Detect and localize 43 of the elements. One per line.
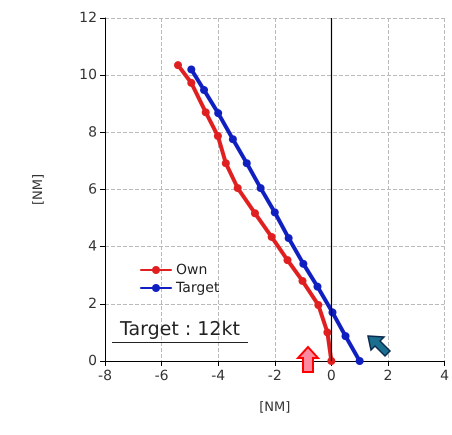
point [228,135,237,144]
legend-label: Own [176,262,208,278]
x-tick-label: -4 [211,368,226,384]
point [314,282,322,291]
annotation: Target : 12kt [112,318,248,343]
point [356,357,364,365]
y-tick-label: 12 [79,10,97,26]
x-tick-label: -6 [154,368,169,384]
point [214,132,222,140]
point [323,328,332,336]
point [284,256,292,264]
legend-label: Target [175,280,220,296]
point [284,234,293,242]
point [234,184,242,192]
point [299,260,308,268]
x-tick-label: 4 [440,368,450,384]
y-axis-title: [NM] [31,174,46,206]
point [202,108,210,116]
x-tick-label: -2 [268,368,282,384]
point [187,78,196,87]
point [214,109,222,118]
y-tick-label: 4 [88,238,98,255]
x-tick-label: -8 [98,368,112,384]
x-axis-title: [NM] [259,400,290,415]
point [298,276,307,285]
point [314,300,322,309]
x-tick-label: 0 [326,368,336,384]
point [250,209,259,218]
point [242,159,251,168]
y-tick-label: 8 [88,124,97,140]
point [174,61,182,70]
y-tick-label: 6 [88,182,98,198]
y-tick-label: 10 [79,67,97,84]
y-tick-label: 2 [88,296,97,312]
point [222,159,230,168]
point [200,86,208,94]
point [342,332,350,340]
y-tick-label: 0 [88,353,97,369]
x-tick-label: 2 [383,368,392,384]
point [270,208,279,216]
point [268,232,276,241]
point [256,184,265,192]
point [187,65,196,74]
